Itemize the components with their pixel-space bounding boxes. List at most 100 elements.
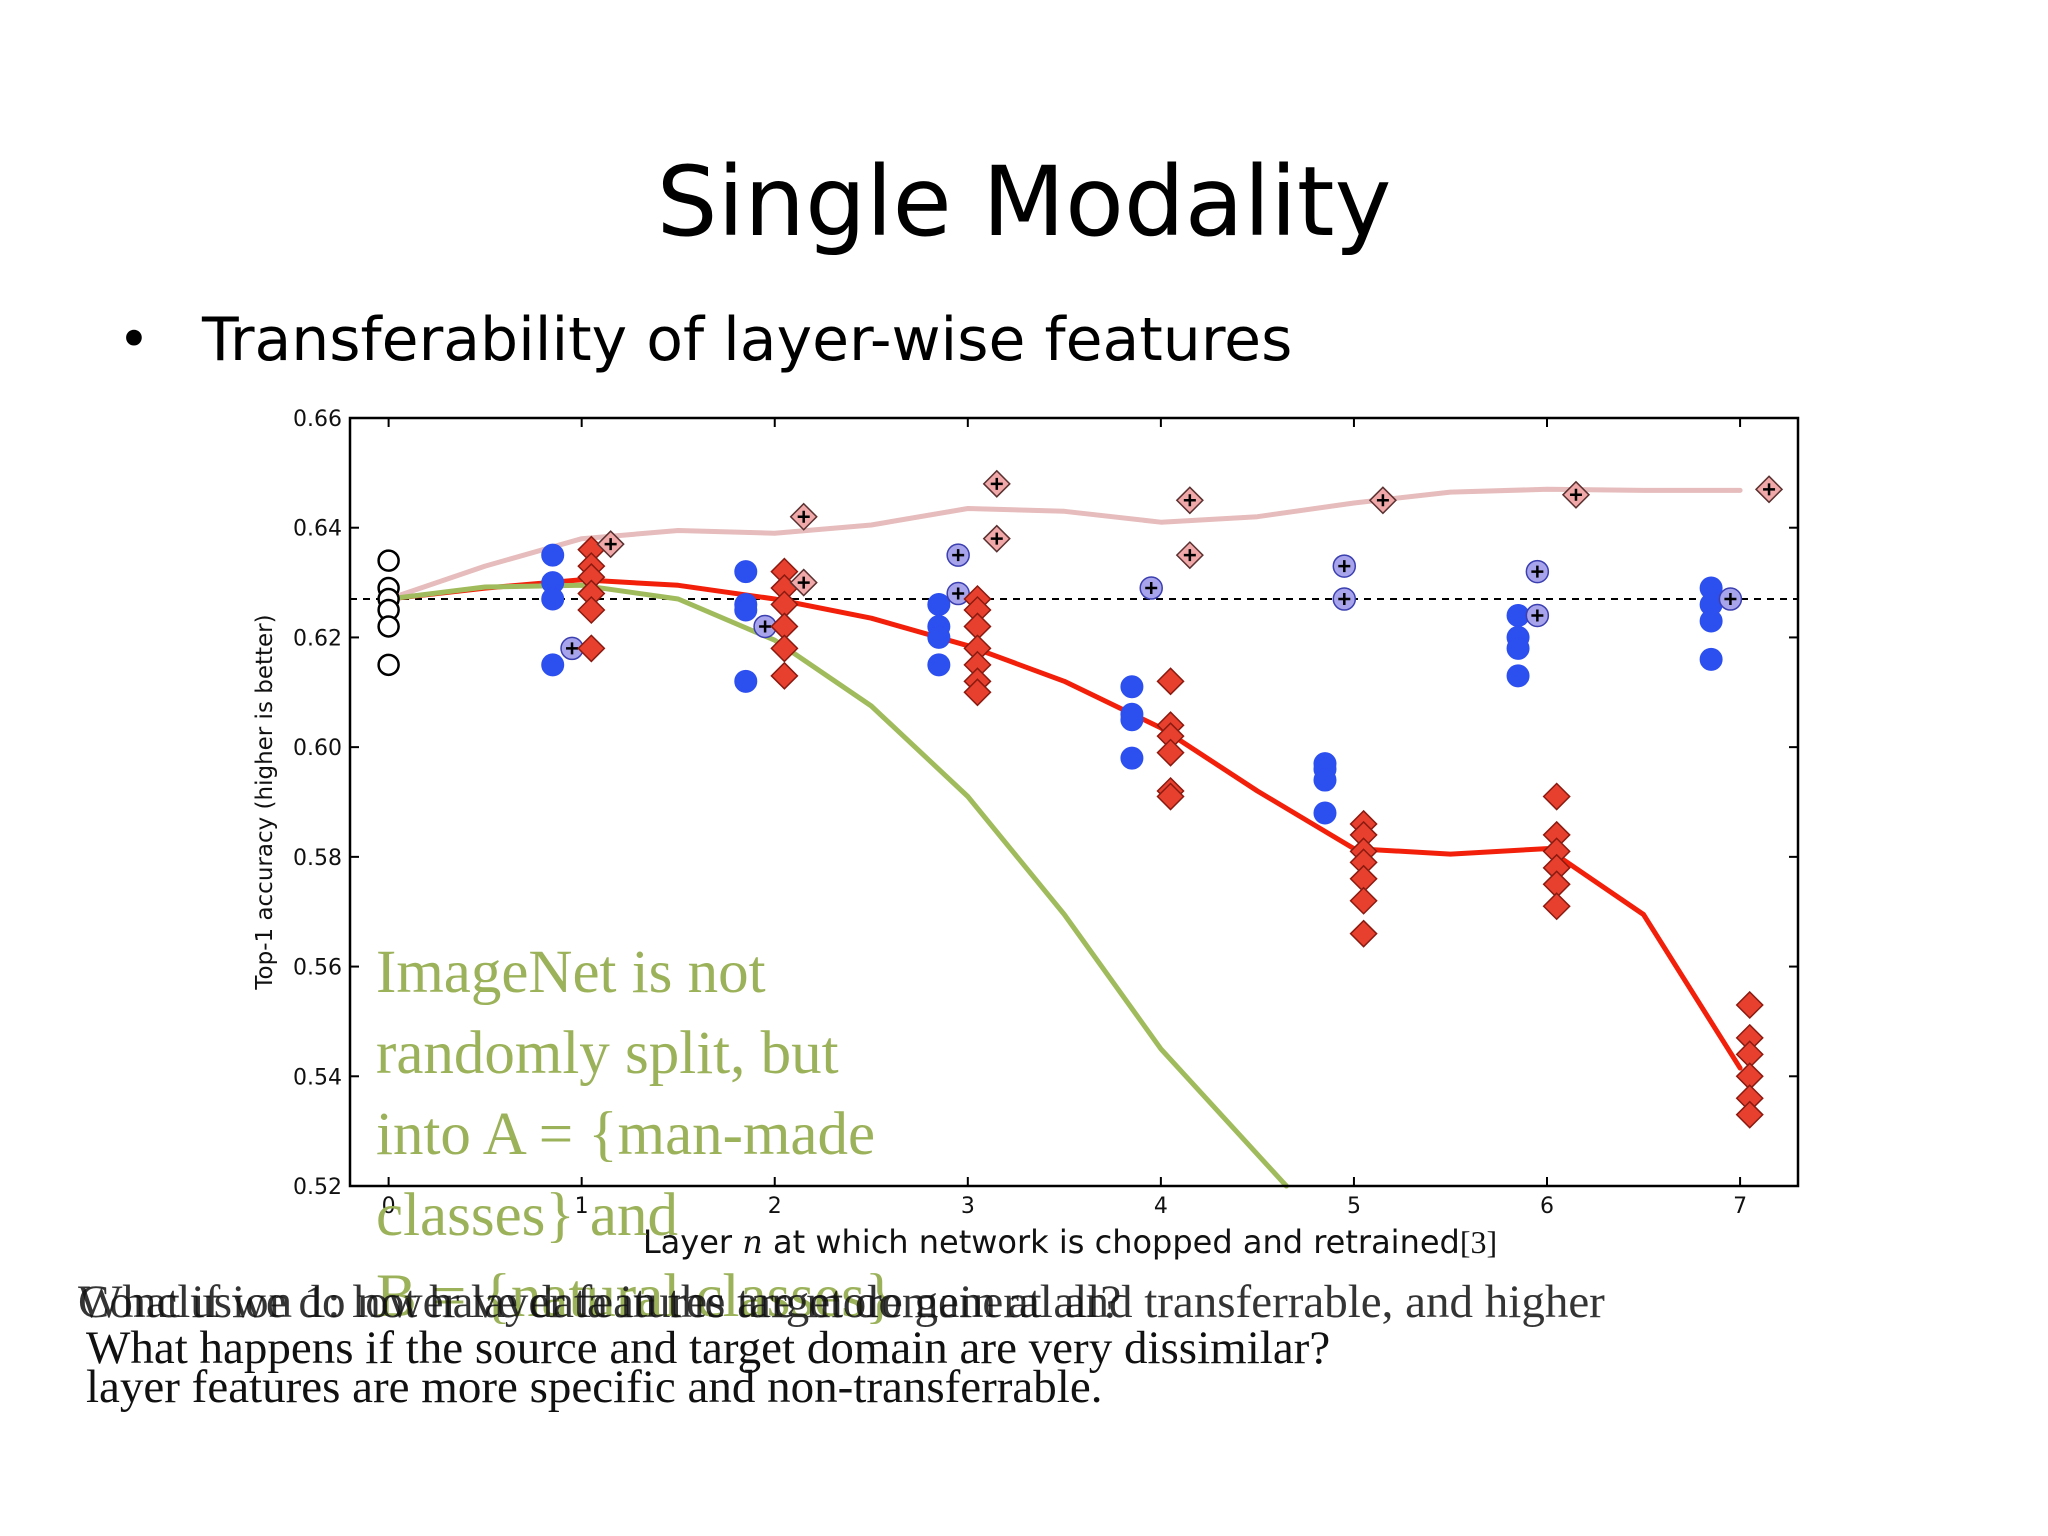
selffer-ft-point-plus [952, 587, 965, 600]
transfer-ft-point-plus [604, 538, 617, 551]
selffer-point [1506, 636, 1530, 660]
y-tick-label: 0.66 [293, 407, 342, 432]
dissimilar-trend-curve [386, 582, 1289, 1189]
y-tick-label: 0.64 [293, 517, 342, 542]
y-tick-label: 0.62 [293, 626, 342, 651]
transfer-ft-point-plus [1569, 488, 1582, 501]
y-tick-label: 0.52 [293, 1175, 342, 1200]
annotation-line: randomly split, but [376, 1020, 839, 1087]
selffer-ft-point [1525, 603, 1550, 628]
transfer-point [577, 634, 606, 663]
y-axis-label: Top-1 accuracy (higher is better) [252, 614, 278, 990]
transfer-point [577, 595, 606, 625]
selffer-point [927, 593, 951, 617]
y-tick-label: 0.54 [293, 1065, 342, 1090]
selffer-ft-point-plus [1531, 565, 1544, 578]
x-tick-label: 7 [1733, 1194, 1747, 1219]
slide-title: Single Modality [656, 146, 1392, 258]
bullet-text: Transferability of layer-wise features [202, 305, 1293, 375]
transfer-point [1349, 919, 1378, 948]
transfer-point [1156, 667, 1185, 696]
x-tick-label: 2 [768, 1194, 782, 1219]
conclusion-one: Conclusion 1: lower layer features are m… [78, 1276, 1605, 1328]
transfer-point [770, 634, 799, 663]
x-tick-label: 3 [961, 1194, 975, 1219]
x-axis-label-prefix: Layer [643, 1223, 742, 1261]
transfer-ft-point-plus [797, 576, 810, 589]
selffer-ft-point-plus [1338, 560, 1351, 573]
x-axis-label-suffix: at which network is chopped and retraine… [763, 1223, 1460, 1261]
selffer-ft-point-plus [1145, 582, 1158, 595]
transfer-point [1735, 990, 1764, 1020]
baseB-point [377, 653, 400, 677]
y-tick-label: 0.56 [293, 956, 342, 981]
selffer-ft-point [1718, 587, 1743, 611]
selffer-point [541, 653, 565, 677]
transfer-ft-point [1368, 486, 1397, 515]
selffer-ft-point [1139, 576, 1163, 600]
annotation-line: B = {natural classes} [376, 1263, 895, 1330]
bullet-dot-icon: • [118, 308, 150, 371]
transfer-point [1156, 738, 1185, 767]
transfer-ft-point [1175, 541, 1204, 570]
citation: [3] [1460, 1224, 1497, 1260]
baseB-point [377, 615, 400, 638]
selffer-point [927, 653, 951, 677]
selffer-ft-point [1332, 587, 1357, 611]
transfer-ft-point [789, 568, 818, 597]
transfer-ft-point-plus [797, 510, 810, 523]
selffer-ft-point-plus [566, 642, 579, 655]
transfer-point [1156, 782, 1185, 811]
conclusion-one-continued: layer features are more specific and non… [86, 1361, 1103, 1413]
baseB-point [377, 549, 400, 572]
selffer-point [1506, 664, 1530, 688]
annotation-line: into A = {man-made [376, 1101, 876, 1168]
selffer-point [1313, 768, 1337, 792]
transfer-point [1542, 892, 1571, 921]
selffer-ft-point-plus [1338, 593, 1351, 606]
transfer-ft-point [1754, 475, 1784, 504]
transfer-ft-point-plus [990, 477, 1003, 490]
plot-frame [348, 416, 1800, 1188]
x-tick-label: 6 [1540, 1194, 1554, 1219]
transfer-trend-curve [386, 577, 1743, 1071]
y-tick-label: 0.60 [293, 736, 342, 761]
selffer-ft-point-plus [952, 549, 965, 562]
transfer-ft-point [982, 469, 1011, 498]
transfer-point [1349, 886, 1378, 915]
transfer-ft-point-plus [1183, 494, 1196, 507]
annotation-line: classes} and [376, 1182, 678, 1249]
x-axis-label: Layer n at which network is chopped and … [643, 1223, 1497, 1261]
transfer-ft-point [982, 524, 1011, 553]
x-axis-label-variable: n [742, 1223, 763, 1261]
selffer-ft-point [1332, 554, 1357, 578]
selffer-point [734, 669, 758, 693]
transfer-ft-point-plus [1763, 483, 1776, 496]
transfer-point [1735, 1100, 1764, 1129]
selffer-point [1699, 609, 1723, 633]
selffer-ft-point-plus [1724, 593, 1737, 606]
annotation-line: ImageNet is not [376, 939, 766, 1006]
selffer-point [734, 560, 758, 584]
selffer-point [1120, 746, 1144, 770]
selffer-point [1120, 708, 1144, 732]
transfer-ft-point [789, 502, 818, 531]
selffer-point [1313, 801, 1337, 825]
transfer-point [1542, 782, 1571, 811]
transfer-point [963, 678, 992, 707]
y-tick-label: 0.58 [293, 846, 342, 871]
transfer-ft-point [1561, 480, 1591, 509]
question-two: What happens if the source and target do… [86, 1322, 1331, 1374]
annotation-text: ImageNet is not randomly split, but into… [376, 932, 894, 1337]
selffer-point [927, 625, 951, 649]
question-one: What if we do not have data in the targe… [78, 1276, 1122, 1328]
selffer-ft-point [1525, 559, 1550, 584]
selffer-point [541, 543, 565, 567]
transfer-ft-point [596, 530, 625, 559]
transfer-ft-point-plus [1376, 494, 1389, 507]
selffer-point [541, 587, 565, 611]
selffer-ft-point-plus [759, 620, 772, 633]
selffer-ft-point [946, 543, 970, 567]
x-tick-label: 1 [575, 1194, 589, 1219]
